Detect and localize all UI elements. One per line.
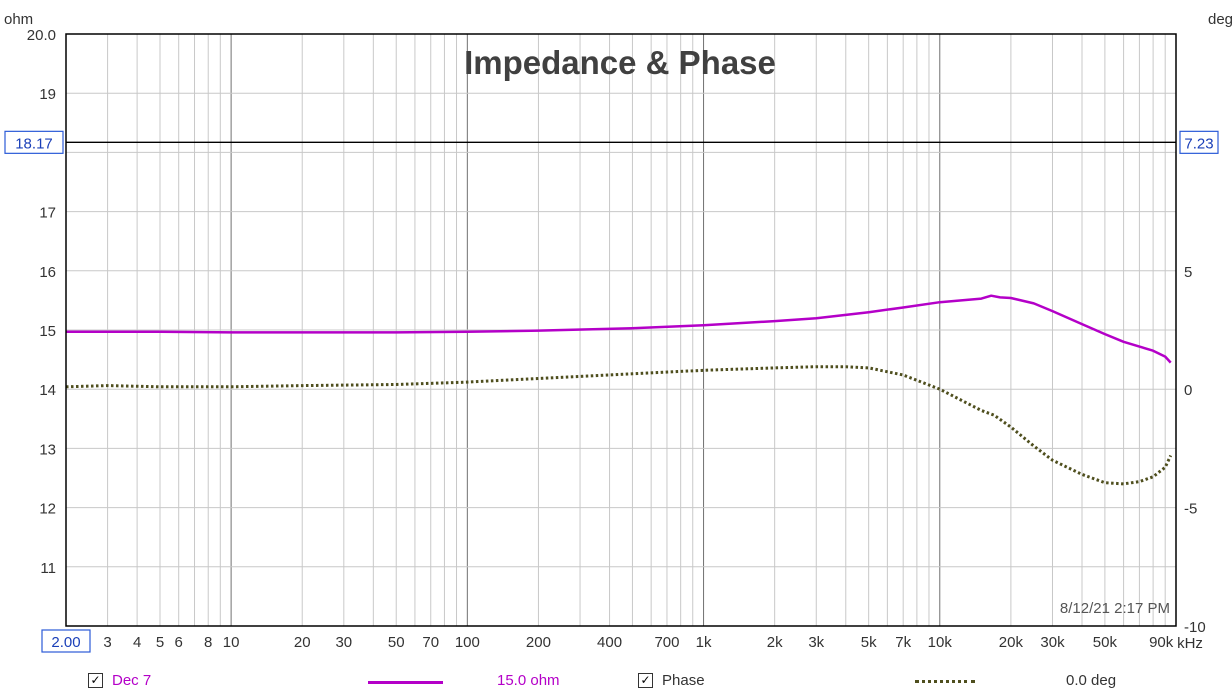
plot-frame [65, 33, 1177, 627]
x-tick-label: 50k [1093, 634, 1118, 651]
x-tick-label: 5k [861, 634, 877, 651]
x-tick-label: 3k [808, 634, 824, 651]
x-tick-label: 20 [294, 634, 311, 651]
cursor-left-box [4, 130, 64, 154]
right-tick-label: 0 [1184, 382, 1192, 399]
right-tick-label: 5 [1184, 264, 1192, 281]
right-tick-label: -10 [1184, 619, 1206, 636]
x-tick-label: 70 [422, 634, 439, 651]
legend: ✓ Dec 7 15.0 ohm ✓ Phase 0.0 deg [0, 668, 1232, 695]
left-tick-label: 20.0 [27, 27, 56, 44]
left-tick-label: 19 [39, 86, 56, 103]
x-tick-label: 50 [388, 634, 405, 651]
series-phase [66, 365, 1173, 486]
x-tick-label: 700 [654, 634, 679, 651]
x-tick-label: 10k [928, 634, 953, 651]
dec7-checkbox[interactable]: ✓ [88, 673, 103, 688]
x-tick-label: 2.00 [51, 634, 80, 651]
phase-value: 0.0 deg [1066, 672, 1117, 689]
grid [66, 34, 1176, 626]
x-tick-label: 100 [455, 634, 480, 651]
chart-title: Impedance & Phase [464, 44, 776, 81]
phase-label: Phase [662, 672, 705, 689]
x-tick-label: 8 [204, 634, 212, 651]
x-tick-label: 7k [895, 634, 911, 651]
x-tick-label: 30 [335, 634, 352, 651]
dec7-line-swatch [368, 681, 443, 684]
left-tick-label: 15 [39, 323, 56, 340]
x-tick-label: 2k [767, 634, 783, 651]
x-tick-label: 1k [696, 634, 712, 651]
x-tick-label: 6 [175, 634, 183, 651]
left-tick-label: 12 [39, 501, 56, 518]
legend-item-dec7[interactable]: ✓ Dec 7 [88, 672, 151, 689]
cursor-left-value: 18.17 [15, 135, 53, 152]
cursor-right-value: 7.23 [1184, 135, 1213, 152]
x-tick-label: 200 [526, 634, 551, 651]
impedance-phase-chart: 18.17 7.23 20.0191716151413121150-5-102.0… [4, 11, 1232, 653]
cursor-right-box [1179, 130, 1219, 154]
dec7-value: 15.0 ohm [497, 672, 560, 689]
series-layer [66, 294, 1173, 486]
x-tick-label: 90k [1149, 634, 1174, 651]
x-axis-unit: kHz [1177, 635, 1203, 652]
right-axis-unit: deg [1208, 11, 1232, 28]
timestamp: 8/12/21 2:17 PM [1060, 600, 1170, 617]
x-tick-label: 400 [597, 634, 622, 651]
cursor-layer: 18.17 7.23 [4, 130, 1219, 154]
x-tick-label: 5 [156, 634, 164, 651]
left-axis-unit: ohm [4, 11, 33, 28]
left-tick-label: 13 [39, 441, 56, 458]
x-tick-label: 20k [999, 634, 1024, 651]
x-tick-label: 30k [1040, 634, 1065, 651]
x-tick-label: 4 [133, 634, 141, 651]
series-dec-7 [66, 294, 1172, 364]
left-tick-label: 11 [40, 560, 56, 577]
legend-item-phase[interactable]: ✓ Phase [638, 672, 705, 689]
x-tick-label: 10 [223, 634, 240, 651]
x-start-box [41, 629, 91, 653]
dec7-label: Dec 7 [112, 672, 152, 689]
phase-dotted-swatch [915, 680, 975, 683]
left-tick-label: 17 [39, 205, 56, 222]
right-tick-label: -5 [1184, 501, 1197, 518]
left-tick-label: 14 [39, 382, 56, 399]
x-tick-label: 3 [103, 634, 111, 651]
phase-checkbox[interactable]: ✓ [638, 673, 653, 688]
left-tick-label: 16 [39, 264, 56, 281]
